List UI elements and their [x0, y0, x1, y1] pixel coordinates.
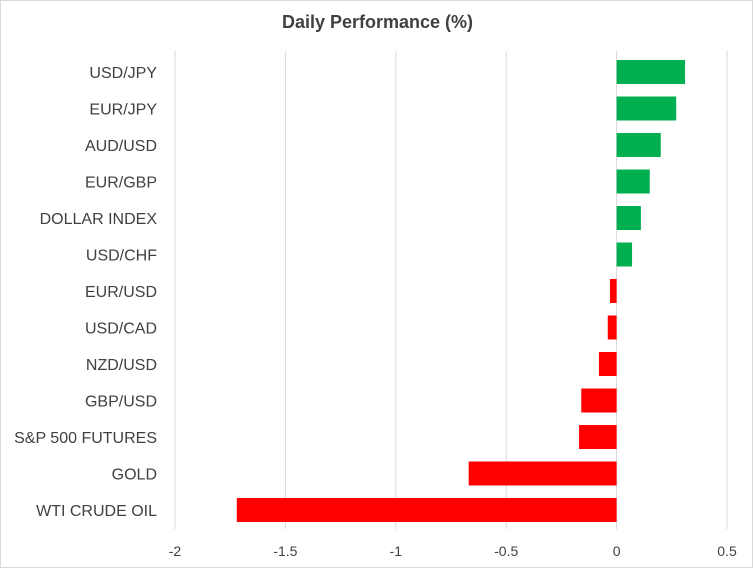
category-label: USD/JPY: [89, 65, 157, 82]
bar: [616, 169, 650, 194]
x-tick-label: -1.5: [273, 543, 297, 559]
bar: [579, 425, 617, 449]
bar: [616, 206, 641, 230]
bar: [581, 388, 617, 413]
bar: [236, 498, 617, 522]
category-label: GOLD: [112, 467, 157, 484]
x-tick-label: 0: [613, 543, 621, 559]
bar: [468, 461, 617, 486]
bar: [616, 60, 686, 84]
bar: [616, 242, 633, 267]
category-label: EUR/GBP: [85, 175, 157, 192]
category-label: WTI CRUDE OIL: [36, 503, 157, 520]
category-label: S&P 500 FUTURES: [14, 430, 157, 447]
bar: [607, 315, 617, 340]
x-tick-label: -0.5: [494, 543, 518, 559]
bar: [598, 352, 617, 376]
bars: [236, 60, 686, 522]
bar: [616, 133, 661, 157]
x-tick-label: 0.5: [717, 543, 737, 559]
grid-lines: [174, 51, 728, 529]
x-tick-label: -2: [169, 543, 182, 559]
category-label: AUD/USD: [85, 138, 157, 155]
category-label: NZD/USD: [86, 357, 157, 374]
x-tick-label: -1: [390, 543, 403, 559]
category-label: EUR/JPY: [89, 102, 157, 119]
category-label: DOLLAR INDEX: [40, 211, 158, 228]
x-axis-ticks: -2 -1.5 -1 -0.5 0 0.5: [169, 543, 737, 559]
category-labels: USD/JPY EUR/JPY AUD/USD EUR/GBP DOLLAR INDEX…: [14, 65, 157, 520]
chart-title: Daily Performance (%): [281, 12, 474, 32]
category-label: USD/CAD: [85, 321, 157, 338]
category-label: EUR/USD: [85, 284, 157, 301]
bar: [609, 279, 617, 303]
category-label: USD/CHF: [86, 248, 157, 265]
bar: [616, 96, 677, 121]
category-label: GBP/USD: [85, 394, 157, 411]
